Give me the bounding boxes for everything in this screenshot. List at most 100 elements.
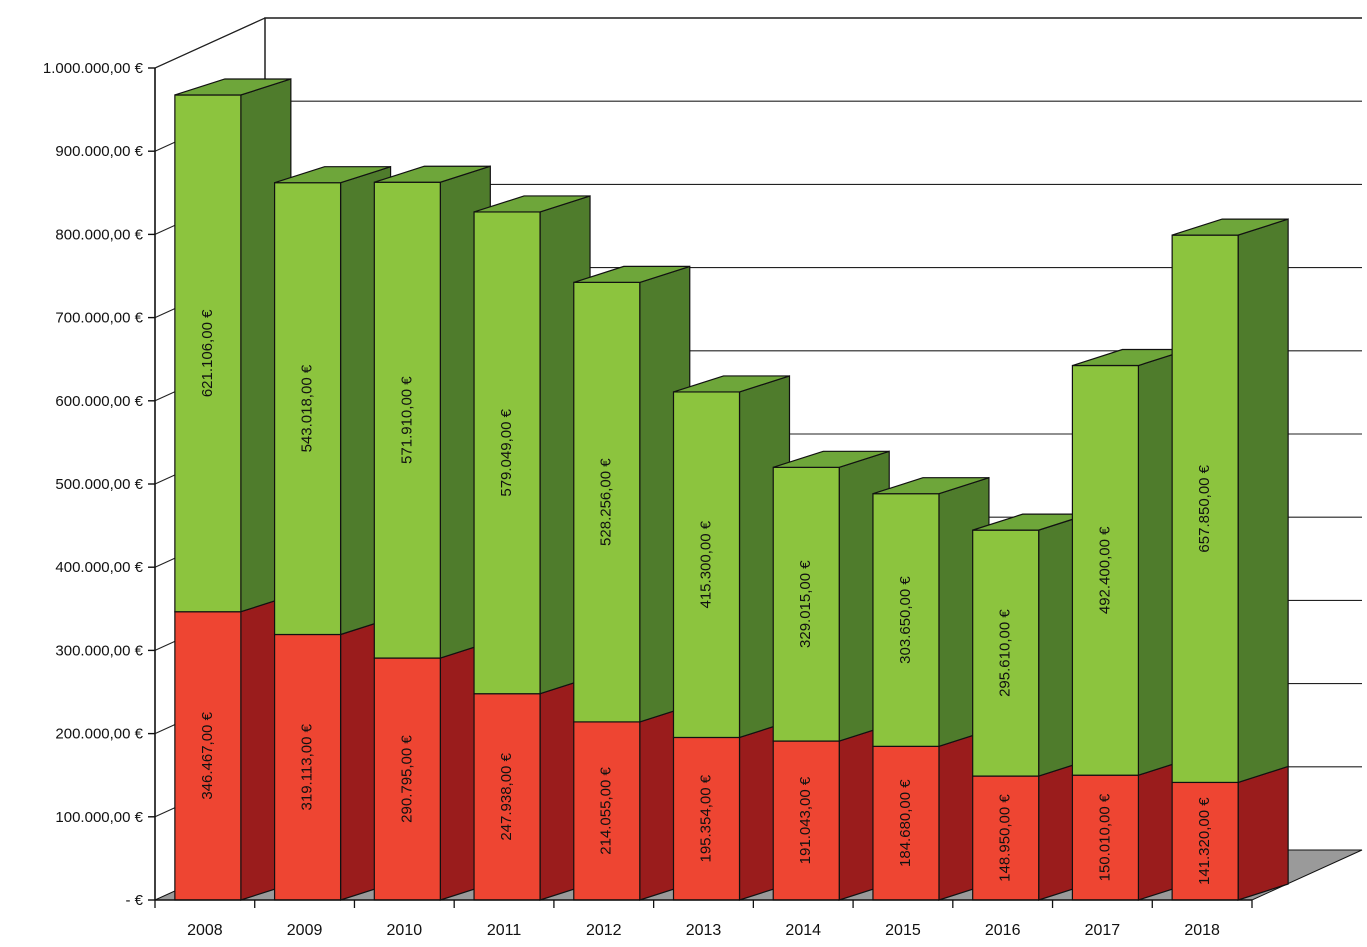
bar-2014-series-1 [772,724,890,901]
bar-front-face [872,745,940,901]
bar-top-face [872,477,990,495]
bar-2009-series-1 [273,617,392,901]
data-label: 184.680,00 € [897,779,914,867]
bar-2013-series-1 [672,720,791,901]
data-label: 295.610,00 € [997,609,1014,697]
bar-top-face [473,195,591,213]
bar-front-face [672,391,741,739]
bar-2008-series-1 [174,594,292,901]
bar-top-face [573,265,690,283]
bar-front-face [772,466,840,742]
bar-front-face [1071,364,1140,776]
bar-2012-series-2 [573,265,691,723]
bar-2011-series-2 [473,195,591,695]
bar-2013-series-2 [672,375,791,739]
bar-2018-series-2 [1171,218,1289,784]
bar-2016-series-1 [972,759,1090,901]
bar-top-face [773,450,890,468]
data-label: 346.467,00 € [199,711,216,799]
data-label: 303.650,00 € [897,576,914,664]
x-tick-label: 2015 [885,922,921,939]
bar-front-face [772,740,840,901]
bar-front-face [573,281,641,723]
bar-2017-series-1 [1071,758,1190,901]
data-label: 621.106,00 € [199,309,216,397]
bar-top-face [174,78,292,96]
data-label: 571.910,00 € [398,376,415,464]
bar-2018-series-1 [1171,765,1289,901]
x-tick-label: 2013 [686,922,722,939]
y-tick-label: 400.000,00 € [55,559,143,576]
data-label: 290.795,00 € [398,735,415,823]
y-tick-label: 100.000,00 € [55,809,143,826]
bar-front-face [1171,781,1239,901]
data-label: 329.015,00 € [797,560,814,648]
bar-front-face [872,493,940,747]
y-axis: - € 100.000,00 € 200.000,00 € 300.000,00 € 4… [43,60,156,909]
data-label: 247.938,00 € [498,752,515,840]
data-label: 543.018,00 € [299,364,316,452]
x-tick-label: 2009 [287,922,323,939]
gridline [154,100,1362,152]
y-tick-label: 1.000.000,00 € [43,60,144,77]
bar-front-face [174,94,242,613]
bar-top-face [274,166,391,184]
x-tick-label: 2018 [1184,922,1220,939]
x-tick-label: 2012 [586,922,622,939]
bar-front-face [273,182,342,636]
data-label: 657.850,00 € [1196,464,1213,552]
data-label: 141.320,00 € [1196,797,1213,885]
x-tick-label: 2017 [1085,922,1121,939]
y-tick-label: - € [125,892,143,909]
bar-2010-series-2 [373,165,491,659]
data-label: 492.400,00 € [1096,526,1113,614]
x-tick-label: 2011 [487,922,522,939]
x-axis: 2008 2009 2010 2011 2012 2013 2014 2015 2016 2017… [154,899,1253,939]
bar-2008-series-2 [174,78,292,613]
data-label: 191.043,00 € [797,776,814,864]
bar-2012-series-1 [573,705,691,901]
bar-2016-series-2 [972,513,1090,777]
bar-top-face [673,375,790,393]
data-label: 214.055,00 € [598,767,615,855]
bar-front-face [573,721,641,901]
bar-front-face [972,775,1040,901]
bar-2015-series-1 [872,729,990,901]
bar-front-face [1171,234,1239,784]
bar-2010-series-1 [373,641,491,901]
data-label: 148.950,00 € [997,794,1014,882]
bar-front-face [473,693,541,901]
y-tick-label: 700.000,00 € [55,310,143,327]
bar-side-face [1237,218,1289,784]
data-label: 579.049,00 € [498,408,515,496]
data-labels: 346.467,00 € 621.106,00 € 319.113,00 € 543.… [199,309,1213,885]
bar-front-face [273,633,342,901]
bar-2017-series-2 [1071,348,1190,777]
bar-side-face [1237,765,1289,901]
y-tick-label: 300.000,00 € [55,642,143,659]
bar-2015-series-2 [872,476,990,748]
y-tick-label: 600.000,00 € [55,393,143,410]
x-tick-label: 2010 [387,922,423,939]
y-tick-label: 900.000,00 € [55,143,143,160]
data-label: 195.354,00 € [697,774,714,862]
bar-front-face [174,611,242,901]
bar-front-face [972,529,1040,777]
x-tick-label: 2014 [785,922,821,939]
data-label: 415.300,00 € [697,520,714,608]
y-tick-label: 200.000,00 € [55,726,143,743]
y-tick-label: 500.000,00 € [55,476,143,493]
bars [174,78,1289,901]
bar-2011-series-1 [473,676,591,901]
data-label: 150.010,00 € [1096,793,1113,881]
bar-2009-series-2 [273,165,392,636]
bar-front-face [672,736,741,901]
bar-top-face [374,165,491,183]
bar-front-face [473,211,541,695]
bar-front-face [1071,774,1140,901]
gridline [154,17,1362,69]
bar-2014-series-2 [772,450,890,742]
x-tick-label: 2016 [985,922,1021,939]
bar-front-face [373,657,441,901]
